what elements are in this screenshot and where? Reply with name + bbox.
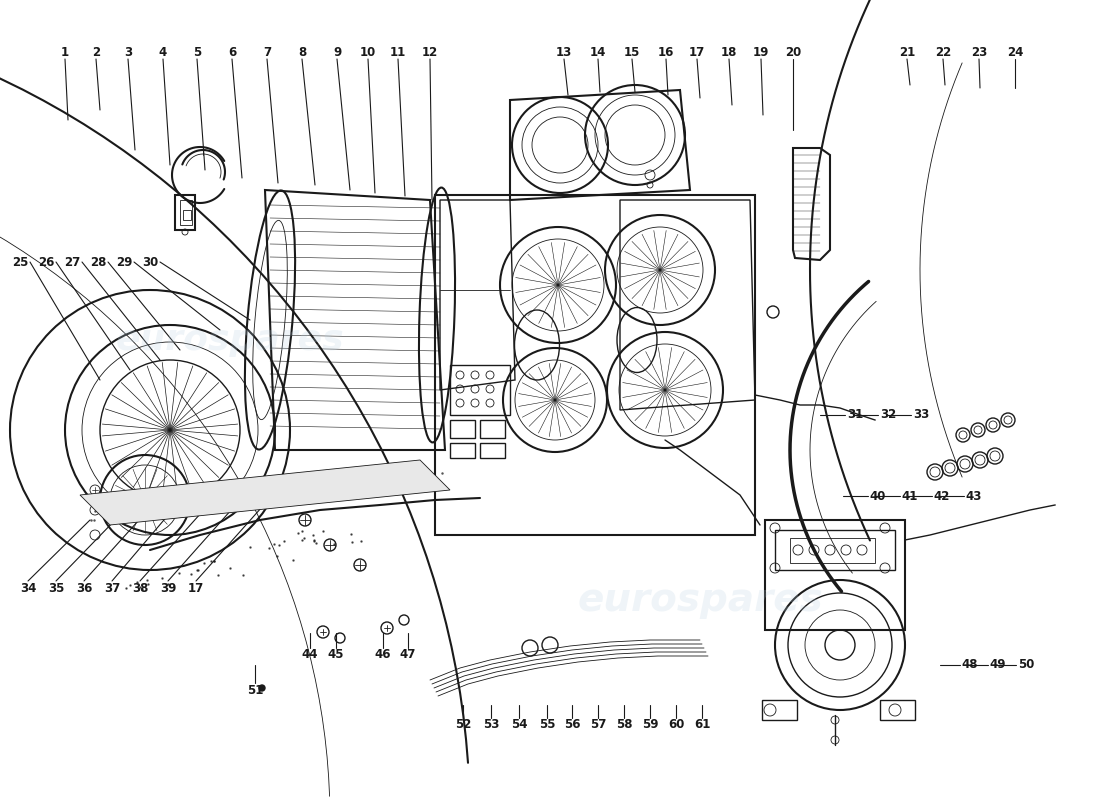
Text: 29: 29 <box>116 255 132 269</box>
Text: 34: 34 <box>20 582 36 594</box>
Text: 19: 19 <box>752 46 769 58</box>
Text: 59: 59 <box>641 718 658 731</box>
Text: 44: 44 <box>301 649 318 662</box>
Text: 32: 32 <box>880 409 896 422</box>
Text: 45: 45 <box>328 649 344 662</box>
Text: eurospares: eurospares <box>578 581 823 619</box>
Text: 55: 55 <box>539 718 556 731</box>
Text: 11: 11 <box>389 46 406 58</box>
Bar <box>434 195 755 535</box>
Text: 24: 24 <box>1006 46 1023 58</box>
Text: 36: 36 <box>76 582 92 594</box>
Text: 15: 15 <box>624 46 640 58</box>
Text: 22: 22 <box>935 46 952 58</box>
Text: 17: 17 <box>188 582 205 594</box>
Text: 43: 43 <box>966 490 982 502</box>
Polygon shape <box>80 460 450 525</box>
Text: 52: 52 <box>454 718 471 731</box>
Text: 20: 20 <box>785 46 801 58</box>
Text: 14: 14 <box>590 46 606 58</box>
Text: 6: 6 <box>228 46 236 58</box>
Text: 13: 13 <box>556 46 572 58</box>
Text: 26: 26 <box>37 255 54 269</box>
Text: eurospares: eurospares <box>116 323 344 357</box>
Text: 51: 51 <box>246 683 263 697</box>
Bar <box>183 210 191 220</box>
Text: 28: 28 <box>90 255 107 269</box>
Text: 23: 23 <box>971 46 987 58</box>
Text: 56: 56 <box>563 718 581 731</box>
Text: 25: 25 <box>12 255 29 269</box>
Text: 37: 37 <box>103 582 120 594</box>
Bar <box>790 538 874 563</box>
Text: 47: 47 <box>399 649 416 662</box>
Circle shape <box>258 685 265 691</box>
Text: 54: 54 <box>510 718 527 731</box>
Text: 17: 17 <box>689 46 705 58</box>
Text: 38: 38 <box>132 582 148 594</box>
Bar <box>175 195 195 230</box>
Text: 21: 21 <box>899 46 915 58</box>
Text: 31: 31 <box>847 409 864 422</box>
Text: 40: 40 <box>870 490 887 502</box>
Text: 12: 12 <box>422 46 438 58</box>
Text: 41: 41 <box>902 490 918 502</box>
Text: 48: 48 <box>961 658 978 671</box>
Bar <box>450 443 475 458</box>
Text: 33: 33 <box>913 409 930 422</box>
Text: 3: 3 <box>124 46 132 58</box>
Text: 58: 58 <box>616 718 632 731</box>
Text: 49: 49 <box>990 658 1006 671</box>
Text: 4: 4 <box>158 46 167 58</box>
Bar <box>450 420 475 438</box>
Text: 42: 42 <box>934 490 950 502</box>
Text: 61: 61 <box>694 718 711 731</box>
Text: 16: 16 <box>658 46 674 58</box>
Text: 60: 60 <box>668 718 684 731</box>
Text: 7: 7 <box>263 46 271 58</box>
Text: 5: 5 <box>192 46 201 58</box>
Bar <box>480 443 505 458</box>
Text: 39: 39 <box>160 582 176 594</box>
Text: 18: 18 <box>720 46 737 58</box>
Bar <box>880 700 915 720</box>
Bar <box>776 530 895 570</box>
Bar <box>450 365 510 415</box>
Text: 9: 9 <box>333 46 341 58</box>
Text: 1: 1 <box>60 46 69 58</box>
Text: 57: 57 <box>590 718 606 731</box>
Text: 35: 35 <box>47 582 64 594</box>
Bar <box>762 700 798 720</box>
Bar <box>764 520 905 630</box>
Bar <box>480 420 505 438</box>
Text: 50: 50 <box>1018 658 1034 671</box>
Text: 10: 10 <box>360 46 376 58</box>
Text: 53: 53 <box>483 718 499 731</box>
Text: 8: 8 <box>298 46 306 58</box>
Text: 46: 46 <box>375 649 392 662</box>
Text: 30: 30 <box>142 255 158 269</box>
Bar <box>180 200 192 225</box>
Text: 27: 27 <box>64 255 80 269</box>
Text: 2: 2 <box>92 46 100 58</box>
